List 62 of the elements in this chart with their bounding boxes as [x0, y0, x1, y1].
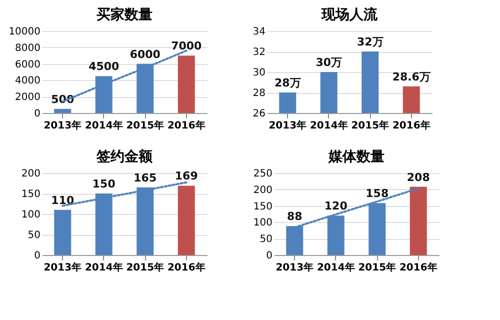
data-label: 88 [286, 210, 302, 224]
chart-title: 现场人流 [320, 6, 378, 23]
y-tick-label: 150 [21, 189, 40, 200]
x-tick-label: 2015年 [126, 262, 164, 274]
y-tick-label: 50 [260, 234, 272, 246]
y-tick-label: 28 [252, 88, 266, 99]
y-tick-label: 32 [252, 47, 266, 58]
x-tick-label: 2013年 [44, 120, 82, 132]
y-tick-label: 100 [21, 210, 40, 220]
x-tick-label: 2015年 [351, 120, 390, 132]
data-label: 158 [366, 187, 389, 200]
chart-title: 媒体数量 [328, 149, 384, 165]
y-tick-label: 30 [252, 68, 266, 78]
data-label: 110 [51, 194, 74, 207]
x-tick-label: 2013年 [44, 262, 82, 274]
y-tick-label: 0 [34, 250, 40, 262]
x-tick-label: 2016年 [399, 262, 438, 274]
chart-title: 买家数量 [96, 6, 152, 23]
y-tick-label: 200 [253, 184, 272, 196]
chart-title: 签约金额 [96, 148, 154, 165]
y-tick-label: 34 [252, 26, 266, 38]
data-label: 32万 [356, 36, 384, 48]
data-label: 165 [134, 171, 157, 184]
y-tick-label: 150 [253, 201, 272, 212]
y-tick-label: 8000 [15, 42, 40, 54]
data-label: 6000 [130, 48, 161, 61]
x-tick-label: 2014年 [84, 120, 123, 132]
x-tick-label: 2014年 [316, 262, 355, 274]
x-tick-label: 2015年 [126, 120, 164, 132]
data-label: 28万 [274, 76, 301, 90]
y-tick-label: 100 [253, 218, 272, 229]
y-tick-label: 50 [28, 230, 40, 241]
y-tick-label: 200 [21, 168, 40, 180]
data-label: 208 [406, 170, 430, 184]
data-label: 30万 [316, 56, 342, 69]
x-tick-label: 2016年 [392, 120, 430, 132]
x-tick-label: 2014年 [310, 120, 348, 132]
bar [54, 210, 72, 255]
bar [54, 108, 72, 113]
bar [178, 186, 195, 255]
x-tick-label: 2013年 [268, 120, 307, 132]
x-tick-label: 2015年 [358, 262, 396, 274]
data-label: 120 [324, 200, 348, 213]
y-tick-label: 2000 [15, 92, 40, 104]
y-tick-label: 6000 [15, 59, 40, 70]
x-tick-label: 2016年 [167, 120, 206, 132]
y-tick-label: 4000 [15, 76, 40, 87]
y-tick-label: 26 [252, 108, 266, 120]
x-tick-label: 2013年 [276, 262, 314, 274]
y-tick-label: 250 [253, 168, 272, 180]
x-tick-label: 2016年 [167, 262, 206, 274]
data-label: 150 [92, 178, 116, 190]
bar [410, 186, 427, 255]
y-tick-label: 10000 [8, 26, 40, 38]
data-label: 169 [174, 170, 198, 183]
x-tick-label: 2014年 [84, 262, 123, 274]
y-tick-label: 0 [34, 108, 40, 120]
data-label: 7000 [171, 40, 202, 53]
y-tick-label: 0 [266, 250, 272, 262]
data-label: 28.6万 [392, 70, 430, 84]
data-label: 4500 [88, 60, 120, 74]
bar [178, 56, 195, 113]
